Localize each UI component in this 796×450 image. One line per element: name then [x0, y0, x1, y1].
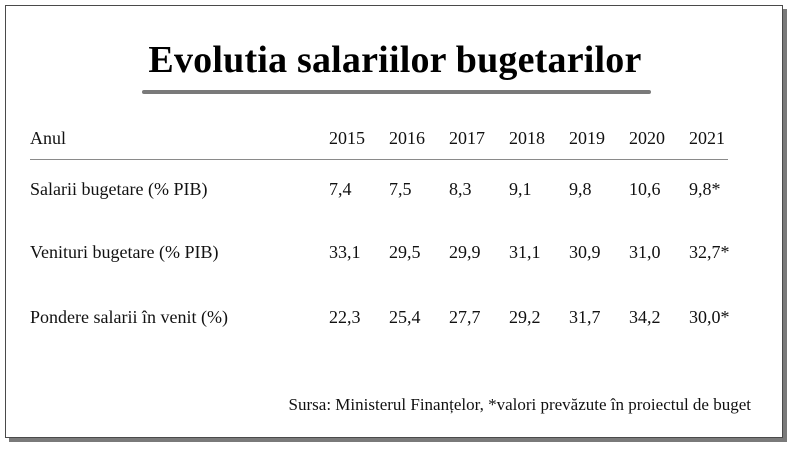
page-title: Evolutia salariilor bugetarilor — [148, 39, 642, 81]
header-divider-right — [380, 159, 728, 160]
table-cell: 31,7 — [569, 307, 601, 327]
table-cell: 30,0* — [689, 307, 730, 327]
table-cell: 29,9 — [449, 242, 481, 262]
table-cell: 34,2 — [629, 307, 661, 327]
table-cell: 22,3 — [329, 307, 361, 327]
table-cell: 33,1 — [329, 242, 361, 262]
table-cell: 9,1 — [509, 179, 532, 199]
table-cell: 32,7* — [689, 242, 730, 262]
table-cell: 8,3 — [449, 179, 472, 199]
year-2018: 2018 — [509, 128, 545, 148]
title-underline — [142, 90, 651, 94]
year-2020: 2020 — [629, 128, 665, 148]
year-2015: 2015 — [329, 128, 365, 148]
row-label-venituri: Venituri bugetare (% PIB) — [30, 242, 219, 262]
table-cell: 30,9 — [569, 242, 601, 262]
source-note: Sursa: Ministerul Finanțelor, *valori pr… — [288, 395, 751, 414]
table-cell: 7,5 — [389, 179, 412, 199]
figure-frame — [5, 5, 783, 438]
table-cell: 9,8 — [569, 179, 592, 199]
table-cell: 10,6 — [629, 179, 661, 199]
header-label-year: Anul — [30, 128, 66, 148]
row-label-salarii: Salarii bugetare (% PIB) — [30, 179, 208, 199]
row-label-pondere: Pondere salarii în venit (%) — [30, 307, 228, 327]
table-cell: 29,2 — [509, 307, 541, 327]
year-2017: 2017 — [449, 128, 485, 148]
year-2019: 2019 — [569, 128, 605, 148]
table-cell: 27,7 — [449, 307, 481, 327]
table-cell: 7,4 — [329, 179, 352, 199]
year-2016: 2016 — [389, 128, 425, 148]
header-divider-left — [30, 159, 380, 160]
table-cell: 9,8* — [689, 179, 721, 199]
year-2021: 2021 — [689, 128, 725, 148]
table-cell: 25,4 — [389, 307, 421, 327]
table-cell: 31,1 — [509, 242, 541, 262]
table-cell: 31,0 — [629, 242, 661, 262]
table-cell: 29,5 — [389, 242, 421, 262]
